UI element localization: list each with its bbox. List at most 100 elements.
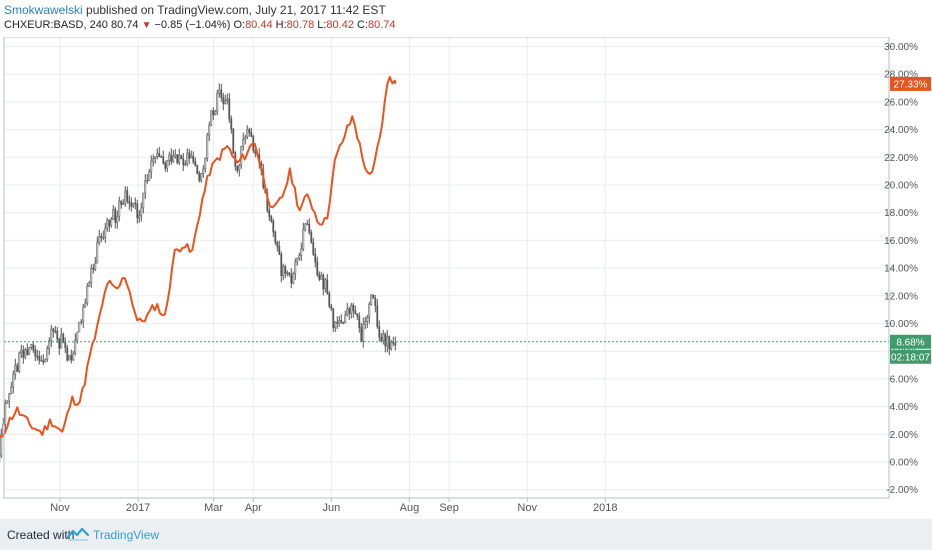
candle-body xyxy=(282,266,285,276)
tradingview-logo-icon[interactable] xyxy=(67,527,89,541)
green-last-badge-text: 8.68% xyxy=(896,337,924,348)
price-chart[interactable]: -2.00%0.00%2.00%4.00%6.00%8.00%10.00%12.… xyxy=(0,37,932,519)
candle-body xyxy=(14,365,17,375)
plot-area[interactable] xyxy=(4,37,889,498)
y-axis[interactable]: -2.00%0.00%2.00%4.00%6.00%8.00%10.00%12.… xyxy=(884,42,918,496)
candle-body xyxy=(168,154,171,161)
candle-body xyxy=(42,360,45,363)
candle-body xyxy=(226,98,229,101)
candle-body xyxy=(182,158,185,166)
candle-body xyxy=(386,336,389,347)
candle-body xyxy=(242,138,245,147)
x-tick-label: Jun xyxy=(322,502,340,514)
candle-body xyxy=(350,304,353,314)
candle-body xyxy=(278,246,281,255)
candle-body xyxy=(166,160,169,169)
candle-body xyxy=(150,160,153,173)
candle-body xyxy=(96,242,99,264)
candle-body xyxy=(192,155,195,163)
candle-body xyxy=(136,203,139,219)
candle-body xyxy=(76,331,79,341)
candle-body xyxy=(324,279,327,290)
candle-body xyxy=(94,262,97,270)
candle-body xyxy=(30,344,33,348)
candle-body xyxy=(288,272,291,275)
y-tick-label: 10.00% xyxy=(884,319,918,330)
y-tick-label: 14.00% xyxy=(884,264,918,275)
candle-body xyxy=(196,164,199,174)
candle-body xyxy=(228,98,231,120)
candle-body xyxy=(346,308,349,316)
x-tick-label: 2018 xyxy=(593,502,617,514)
low-label: L: xyxy=(314,19,327,31)
y-tick-label: -2.00% xyxy=(886,485,918,496)
candle-body xyxy=(172,156,175,162)
publication-line: Smokwawelski published on TradingView.co… xyxy=(4,3,386,17)
candle-body xyxy=(120,200,123,205)
candle-body xyxy=(218,89,221,94)
candle-body xyxy=(392,341,395,344)
candle-body xyxy=(342,322,345,324)
candle-body xyxy=(294,261,297,274)
x-axis[interactable]: Nov 2017 Mar Apr Jun Aug Sep Nov 2018 xyxy=(50,498,618,514)
candle-body xyxy=(24,349,27,358)
candle-body xyxy=(108,219,111,227)
candle-body xyxy=(156,153,159,158)
candle-body xyxy=(0,433,3,456)
tradingview-brand[interactable]: TradingView xyxy=(93,528,160,542)
y-tick-label: 2.00% xyxy=(890,430,918,441)
candle-body xyxy=(348,308,351,314)
candle-body xyxy=(246,129,249,138)
y-tick-label: 24.00% xyxy=(884,125,918,136)
candle-body xyxy=(220,89,223,98)
x-tick-label: Nov xyxy=(50,502,70,514)
candle-body xyxy=(52,328,55,332)
candle-body xyxy=(10,386,13,394)
candle-body xyxy=(106,219,109,229)
candle-body xyxy=(368,303,371,318)
y-tick-label: 16.00% xyxy=(884,236,918,247)
candle-body xyxy=(224,100,227,104)
footer-bar: Created with TradingView xyxy=(0,519,932,550)
y-tick-label: 6.00% xyxy=(890,374,918,385)
candle-body xyxy=(232,128,235,153)
candle-body xyxy=(270,216,273,222)
y-tick-label: 18.00% xyxy=(884,208,918,219)
candle-body xyxy=(244,136,247,140)
candle-body xyxy=(82,306,85,322)
high-label: H: xyxy=(272,19,287,31)
symbol-text: CHXEUR:BASD, 240 xyxy=(4,19,111,31)
candle-body xyxy=(58,338,61,349)
candle-body xyxy=(238,165,241,171)
candle-body xyxy=(280,254,283,276)
plot-border xyxy=(3,37,890,499)
candle-body xyxy=(300,248,303,256)
candle-body xyxy=(188,152,191,159)
author-link[interactable]: Smokwawelski xyxy=(4,3,83,17)
candle-body xyxy=(132,202,135,207)
price-change: −0.85 (−1.04%) xyxy=(151,19,234,31)
candle-body xyxy=(12,374,15,388)
candle-body xyxy=(304,223,307,230)
candle-body xyxy=(340,320,343,323)
candle-body xyxy=(4,403,7,425)
candle-body xyxy=(230,118,233,130)
candle-body xyxy=(352,304,355,312)
candle-body xyxy=(102,236,105,239)
candle-body xyxy=(184,163,187,166)
candle-body xyxy=(80,321,83,323)
candle-body xyxy=(314,254,317,263)
candle-body xyxy=(378,326,381,338)
x-tick-label: 2017 xyxy=(126,502,150,514)
candle-body xyxy=(384,333,387,347)
candle-body xyxy=(330,305,333,310)
grid-lines xyxy=(4,37,889,498)
candle-body xyxy=(126,190,129,202)
candle-body xyxy=(72,352,75,361)
candle-body xyxy=(190,155,193,159)
candle-body xyxy=(194,161,197,166)
candle-body xyxy=(162,156,165,164)
candle-body xyxy=(86,285,89,304)
y-tick-label: 0.00% xyxy=(890,458,918,469)
candle-body xyxy=(152,158,155,162)
